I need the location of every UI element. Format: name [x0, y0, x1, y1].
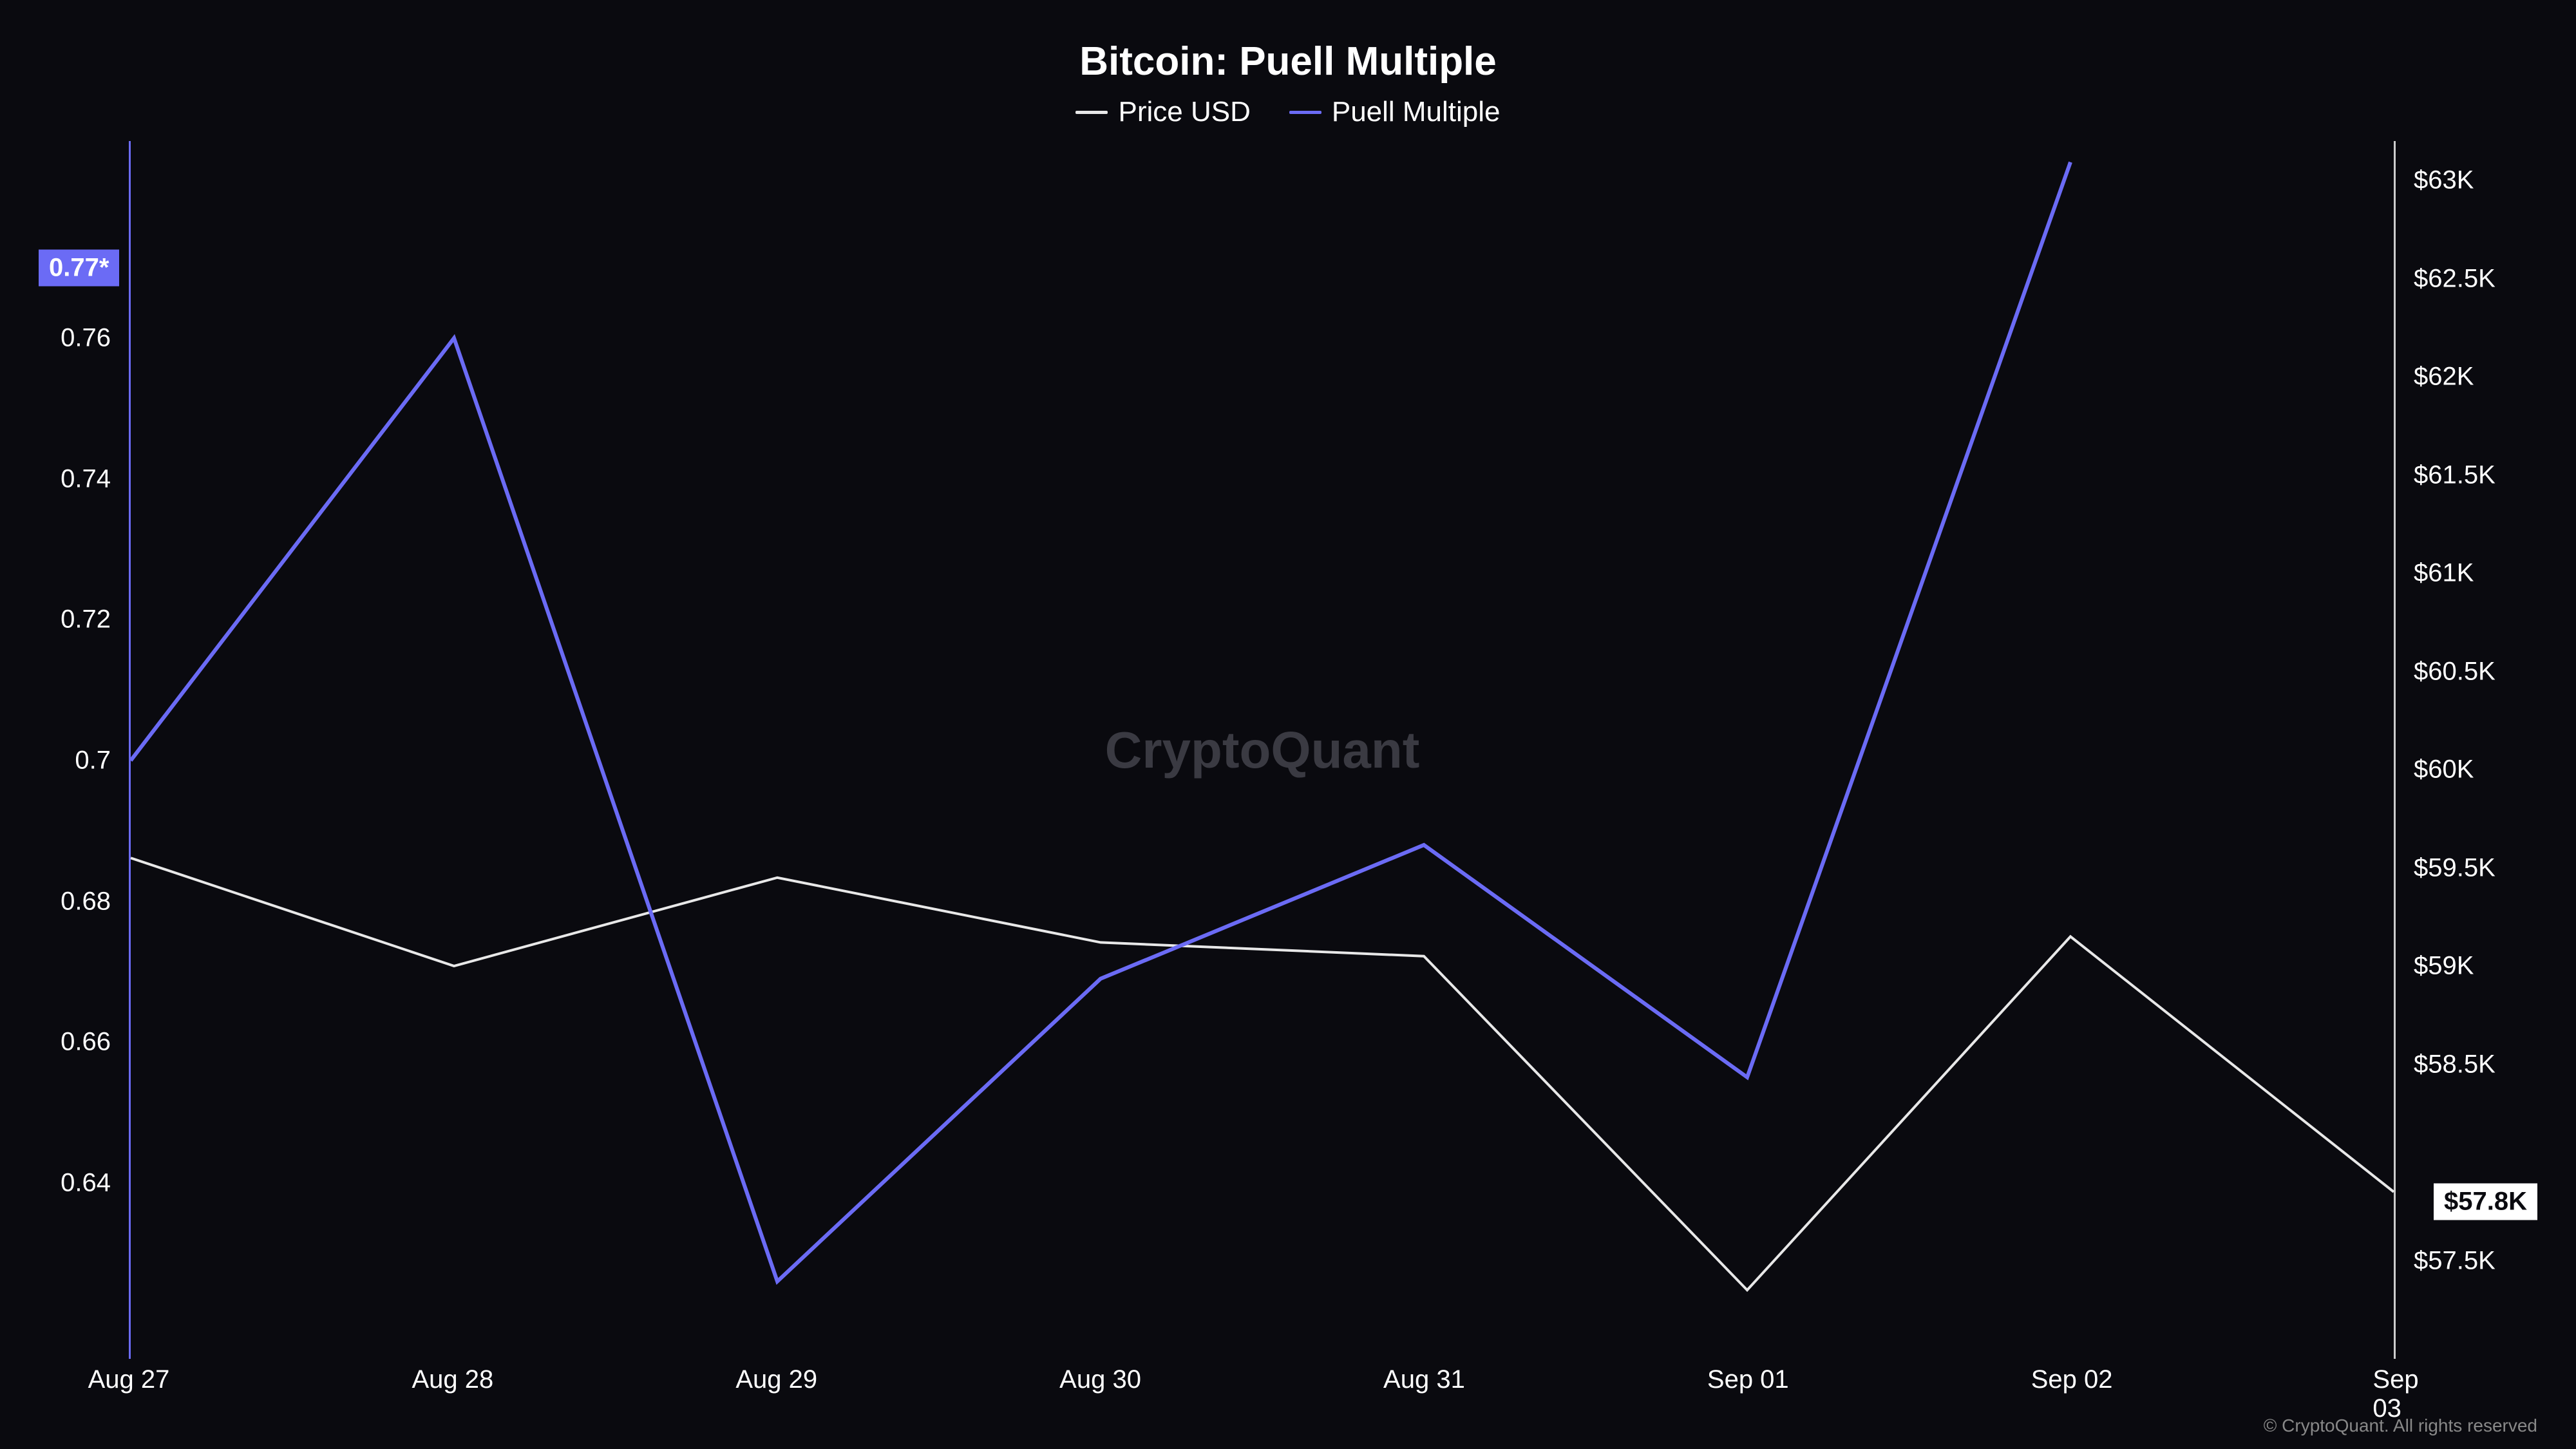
- x-tick: Sep 02: [2031, 1365, 2113, 1394]
- y-left-tick: 0.64: [61, 1168, 111, 1197]
- copyright-text: © CryptoQuant. All rights reserved: [2264, 1416, 2537, 1436]
- legend-label-price: Price USD: [1118, 96, 1250, 128]
- x-tick: Sep 03: [2372, 1365, 2418, 1423]
- y-right-tick: $59K: [2414, 952, 2474, 981]
- x-tick: Aug 30: [1059, 1365, 1141, 1394]
- y-right-highlight: $57.8K: [2434, 1184, 2537, 1220]
- y-right-tick: $58.5K: [2414, 1050, 2496, 1079]
- legend-item-price: Price USD: [1075, 96, 1250, 128]
- y-left-tick: 0.66: [61, 1028, 111, 1057]
- y-right-tick: $57.5K: [2414, 1246, 2496, 1275]
- line-puell-multiple: [131, 162, 2070, 1282]
- y-axis-right: $57.5K $58.5K $59K $59.5K $60K $60.5K $61K $61.…: [2402, 141, 2537, 1359]
- y-left-tick: 0.76: [61, 324, 111, 353]
- chart-legend: Price USD Puell Multiple: [39, 96, 2537, 128]
- y-left-tick: 0.74: [61, 464, 111, 493]
- x-tick: Aug 31: [1383, 1365, 1465, 1394]
- y-left-tick: 0.7: [75, 746, 111, 775]
- y-axis-left: 0.64 0.66 0.68 0.7 0.72 0.74 0.76: [39, 141, 122, 1359]
- plot-frame: [129, 141, 2396, 1359]
- y-right-tick: $61K: [2414, 559, 2474, 588]
- x-axis: Aug 27Aug 28Aug 29Aug 30Aug 31Sep 01Sep …: [129, 1365, 2396, 1397]
- chart-title: Bitcoin: Puell Multiple: [39, 39, 2537, 84]
- x-tick: Aug 29: [735, 1365, 817, 1394]
- chart-svg: [131, 141, 2394, 1359]
- y-left-tick: 0.72: [61, 605, 111, 634]
- legend-swatch-puell: [1289, 111, 1321, 114]
- y-right-tick: $60.5K: [2414, 657, 2496, 686]
- y-right-tick: $60K: [2414, 755, 2474, 784]
- x-tick: Aug 28: [412, 1365, 493, 1394]
- line-price-usd: [131, 858, 2394, 1290]
- legend-item-puell: Puell Multiple: [1289, 96, 1501, 128]
- y-right-tick: $63K: [2414, 166, 2474, 195]
- x-tick: Aug 27: [88, 1365, 170, 1394]
- legend-label-puell: Puell Multiple: [1332, 96, 1501, 128]
- y-right-tick: $61.5K: [2414, 460, 2496, 489]
- y-right-tick: $62.5K: [2414, 264, 2496, 293]
- y-left-highlight: 0.77*: [39, 249, 119, 286]
- chart-plot-area: CryptoQuant 0.640.660.680.70.720.740.76 …: [129, 141, 2396, 1359]
- y-left-tick: 0.68: [61, 887, 111, 916]
- x-tick: Sep 01: [1707, 1365, 1789, 1394]
- y-right-tick: $62K: [2414, 363, 2474, 392]
- y-right-tick: $59.5K: [2414, 853, 2496, 882]
- legend-swatch-price: [1075, 111, 1108, 114]
